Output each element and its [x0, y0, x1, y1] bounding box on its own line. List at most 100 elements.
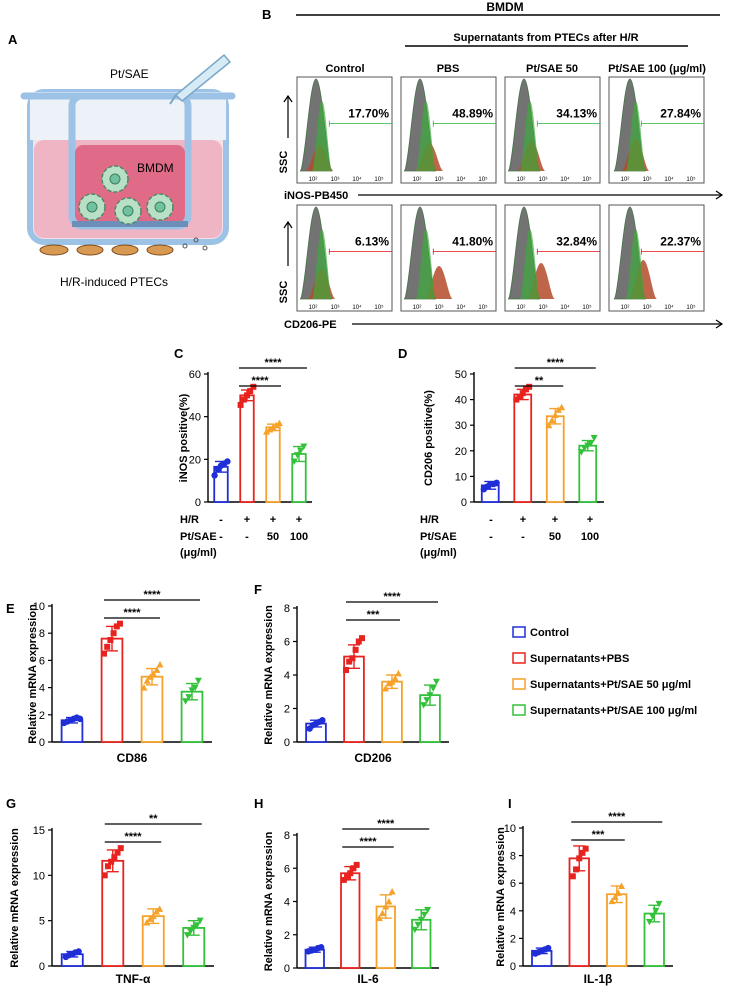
table-row-label-hr: H/R — [420, 514, 439, 526]
flow-tick-label: 10⁴ — [456, 304, 466, 311]
legend: Control Supernatants+PBS Supernatants+Pt… — [512, 626, 697, 717]
data-point — [293, 452, 301, 459]
significance-label: **** — [251, 375, 269, 387]
data-point — [347, 870, 354, 877]
data-point — [101, 650, 107, 657]
table-cell-hr: + — [296, 514, 302, 526]
table-cell-ptsae: - — [219, 531, 223, 543]
data-point — [548, 416, 556, 424]
flow-plot-r1-c3: 34.13% 10² 10³ 10⁴ 10⁵ — [504, 76, 601, 184]
data-point — [582, 845, 589, 852]
data-point — [424, 906, 432, 914]
data-point — [587, 440, 595, 447]
table-row-label-unit: (μg/ml) — [180, 547, 217, 559]
data-point — [618, 882, 626, 889]
histogram-overlay — [520, 229, 540, 299]
chart-c: 0 20 40 60 iNOS positive(%) **** **** — [178, 357, 312, 509]
y-tick-label: 4 — [39, 683, 45, 695]
data-point — [250, 383, 257, 390]
bar-2 — [265, 426, 281, 503]
table-cell-ptsae: 100 — [581, 531, 599, 543]
significance-label: *** — [592, 829, 606, 841]
table-cell-ptsae: 50 — [267, 531, 279, 543]
histogram-overlay — [416, 101, 436, 171]
chart-d: 0 10 20 30 40 50 CD206 positive(%) ****** — [423, 357, 604, 509]
flow-col-pbs: PBS — [437, 63, 460, 75]
y-tick-label: 8 — [510, 851, 516, 863]
histogram-overlay — [625, 101, 646, 171]
data-point — [350, 865, 357, 872]
data-point — [104, 863, 111, 870]
significance-label: **** — [377, 818, 395, 830]
data-point — [183, 932, 191, 939]
y-axis-label: iNOS positive(%) — [178, 393, 190, 482]
flow-tick-label: 10⁵ — [374, 304, 384, 311]
flow-axes: SSC iNOS-PB450 SSC CD206-PE — [278, 94, 724, 331]
data-point — [385, 679, 393, 687]
significance-label: **** — [608, 811, 626, 823]
flow-col-pt50: Pt/SAE 50 — [526, 63, 578, 75]
ptec-label: H/R-induced PTECs — [60, 275, 168, 289]
gate-percentage: 48.89% — [452, 107, 493, 121]
data-point — [343, 666, 349, 673]
marker-label-row1: iNOS-PB450 — [284, 190, 348, 202]
data-point — [182, 698, 190, 705]
table-row-label-unit: (μg/ml) — [420, 547, 457, 559]
data-point — [143, 677, 151, 684]
data-point — [544, 944, 552, 952]
data-point — [590, 435, 598, 442]
flow-headers: BMDM Supernatants from PTECs after H/R C… — [296, 0, 720, 75]
treatment-table-c: H/RPt/SAE(μg/ml)- + + +- -50 100 — [180, 514, 308, 559]
data-point — [394, 669, 402, 677]
data-point — [382, 684, 390, 692]
data-point — [432, 678, 440, 686]
significance-label: **** — [383, 591, 401, 603]
data-point — [272, 421, 280, 429]
table-row-label-ptsae: Pt/SAE — [180, 531, 217, 543]
y-tick-label: 20 — [189, 454, 201, 466]
data-point — [554, 406, 562, 413]
table-cell-ptsae: 100 — [290, 531, 308, 543]
y-tick-label: 2 — [39, 710, 45, 722]
data-point — [117, 620, 123, 627]
y-tick-label: 4 — [284, 670, 290, 682]
flow-tick-label: 10⁴ — [560, 176, 570, 183]
data-point — [275, 419, 283, 427]
x-axis-label: IL-6 — [357, 972, 379, 986]
x-axis-label: TNF-α — [116, 972, 151, 986]
data-point — [344, 873, 351, 880]
data-point — [614, 889, 622, 896]
data-point — [581, 445, 589, 452]
y-tick-label: 8 — [284, 830, 290, 842]
data-point — [104, 643, 111, 650]
histogram-overlay — [312, 229, 332, 299]
data-point — [101, 872, 108, 879]
y-axis-label: Relative mRNA expression — [27, 604, 39, 744]
data-point — [108, 858, 115, 865]
histogram-overlay — [625, 229, 646, 299]
data-point — [290, 458, 298, 465]
treatment-table-d: H/R Pt/SAE (μg/ml) - + + + - - 50 100 — [420, 514, 599, 559]
flow-tick-label: 10⁵ — [686, 176, 696, 183]
flow-plot-r2-c3: 32.84% 10² 10³ 10⁴ 10⁵ — [504, 204, 601, 312]
data-point — [340, 876, 347, 883]
histogram-overlay — [312, 101, 332, 171]
marker-label-row2: CD206-PE — [284, 319, 337, 331]
significance-label: ** — [149, 813, 158, 825]
data-point — [584, 442, 592, 450]
data-point — [149, 912, 157, 920]
y-tick-label: 0 — [284, 963, 290, 975]
y-tick-label: 10 — [33, 870, 45, 882]
data-point — [577, 449, 585, 456]
data-point — [569, 873, 576, 880]
data-point — [224, 458, 231, 465]
data-point — [411, 926, 419, 934]
flow-tick-label: 10³ — [643, 305, 652, 311]
gate-percentage: 6.13% — [355, 235, 389, 249]
x-axis-label: IL-1β — [584, 972, 613, 986]
legend-swatch-pbs — [512, 652, 526, 664]
legend-label-pbs: Supernatants+PBS — [530, 653, 629, 665]
